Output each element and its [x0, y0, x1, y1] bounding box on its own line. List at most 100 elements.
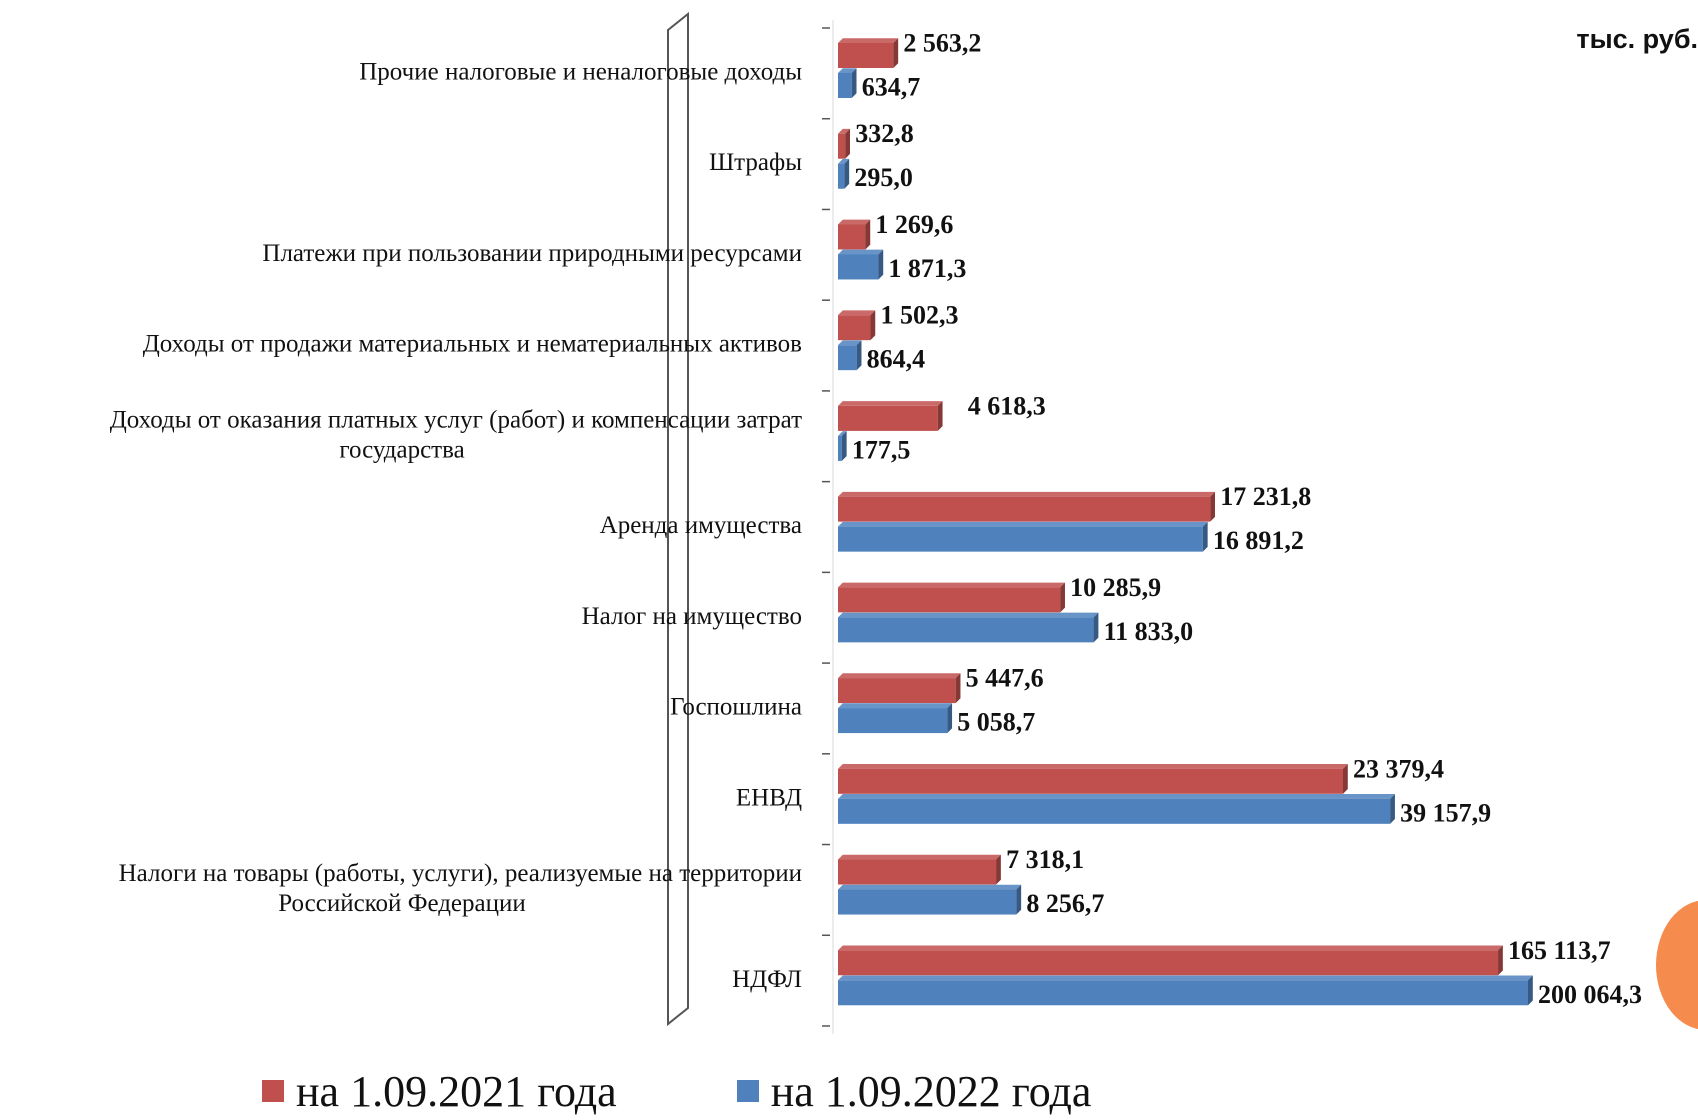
category-label: Доходы от продажи материальных и нематер… [143, 331, 802, 358]
category-label: Доходы от оказания платных услуг (работ)… [110, 406, 802, 433]
unit-label: тыс. руб. [1576, 24, 1698, 54]
bar-top-face [838, 340, 862, 346]
data-label: 17 231,8 [1220, 482, 1311, 511]
bar-side-face [955, 673, 961, 704]
bar-2021 [838, 496, 1211, 522]
bar-2021 [838, 587, 1061, 613]
bar-side-face [1093, 612, 1099, 643]
data-label: 165 113,7 [1508, 936, 1611, 965]
bar-top-face [838, 158, 850, 164]
category-label: Платежи при пользовании природными ресур… [262, 240, 802, 267]
category-label: ЕНВД [736, 784, 802, 811]
category-label: Госпошлина [670, 694, 802, 721]
data-label: 5 447,6 [966, 664, 1044, 693]
bar-top-face [838, 582, 1065, 588]
bar-side-face [851, 68, 857, 98]
scale-break-marker [667, 11, 689, 1027]
bar-2021 [838, 315, 871, 341]
bar-top-face [838, 128, 850, 134]
data-label: 864,4 [867, 345, 926, 374]
bar-2022 [838, 254, 879, 280]
bar-2021 [838, 43, 894, 68]
bar-top-face [838, 764, 1348, 769]
bar-side-face [947, 703, 953, 734]
bar-side-face [844, 158, 850, 189]
data-label: 16 891,2 [1213, 526, 1304, 555]
data-label: 39 157,9 [1400, 798, 1491, 827]
data-label: 634,7 [862, 73, 921, 102]
bar-2021 [838, 950, 1499, 976]
data-label: 200 064,3 [1538, 980, 1642, 1009]
data-label: 10 285,9 [1070, 573, 1161, 602]
bar-2022 [838, 73, 852, 98]
data-label: 7 318,1 [1006, 845, 1084, 874]
category-label: Налог на имущество [582, 603, 802, 630]
data-label: 23 379,4 [1353, 754, 1444, 783]
bar-side-face [1202, 521, 1208, 552]
bar-2022 [838, 345, 857, 371]
bar-top-face [838, 401, 943, 406]
bar-side-face [1016, 884, 1022, 915]
category-label: Налоги на товары (работы, услуги), реали… [119, 860, 802, 887]
data-label: 332,8 [855, 119, 914, 148]
bar-side-face [1342, 764, 1348, 794]
bar-top-face [838, 794, 1395, 799]
bar-side-face [893, 38, 899, 68]
bar-2021 [838, 768, 1343, 794]
legend-swatch-2021 [262, 1080, 284, 1102]
bar-2021 [838, 405, 938, 431]
bar-top-face [838, 612, 1099, 618]
bar-top-face [838, 854, 1001, 860]
bar-2022 [838, 980, 1528, 1006]
bar-side-face [1498, 945, 1503, 976]
bar-2021 [838, 859, 997, 885]
bar-side-face [1060, 582, 1065, 613]
bar-side-face [1528, 975, 1533, 1006]
category-label: Штрафы [709, 149, 802, 176]
chart-legend: на 1.09.2021 года на 1.09.2022 года [262, 1065, 1211, 1117]
bar-2022 [838, 617, 1094, 643]
bar-side-face [856, 340, 862, 371]
category-label: НДФЛ [732, 966, 802, 993]
bar-top-face [838, 219, 871, 225]
bar-side-face [845, 128, 850, 159]
data-label: 8 256,7 [1026, 889, 1104, 918]
data-label: 177,5 [852, 435, 911, 464]
category-label: Прочие налоговые и неналоговые доходы [359, 59, 802, 86]
category-label: Аренда имущества [600, 512, 802, 539]
bar-side-face [1390, 794, 1395, 824]
bar-top-face [838, 703, 953, 709]
data-label: 4 618,3 [968, 391, 1046, 420]
bar-side-face [841, 431, 847, 461]
bar-top-face [838, 945, 1503, 951]
data-label: 5 058,7 [957, 708, 1035, 737]
bar-top-face [838, 68, 857, 73]
category-label: Российской Федерации [278, 890, 526, 917]
bar-2022 [838, 526, 1203, 552]
bar-top-face [838, 38, 899, 43]
bar-top-face [838, 431, 847, 436]
legend-swatch-2022 [736, 1080, 759, 1102]
legend-item-2022: на 1.09.2022 года [736, 1066, 1092, 1117]
bar-2021 [838, 133, 846, 159]
bar-2022 [838, 435, 842, 461]
bar-top-face [838, 491, 1216, 497]
bar-side-face [865, 219, 871, 250]
bar-top-face [838, 884, 1022, 890]
bar-side-face [870, 310, 876, 341]
bar-side-face [878, 249, 884, 280]
data-label: 295,0 [854, 163, 913, 192]
bar-top-face [838, 249, 884, 255]
bar-side-face [996, 854, 1001, 885]
bar-top-face [838, 310, 876, 316]
data-label: 2 563,2 [903, 29, 981, 58]
bar-2022 [838, 708, 948, 734]
bar-top-face [838, 975, 1533, 981]
bar-2021 [838, 678, 956, 704]
bar-2021 [838, 224, 866, 250]
category-label: государства [339, 436, 464, 463]
data-label: 1 502,3 [880, 301, 958, 330]
legend-label-2022: на 1.09.2022 года [770, 1066, 1092, 1116]
bar-side-face [937, 401, 943, 431]
